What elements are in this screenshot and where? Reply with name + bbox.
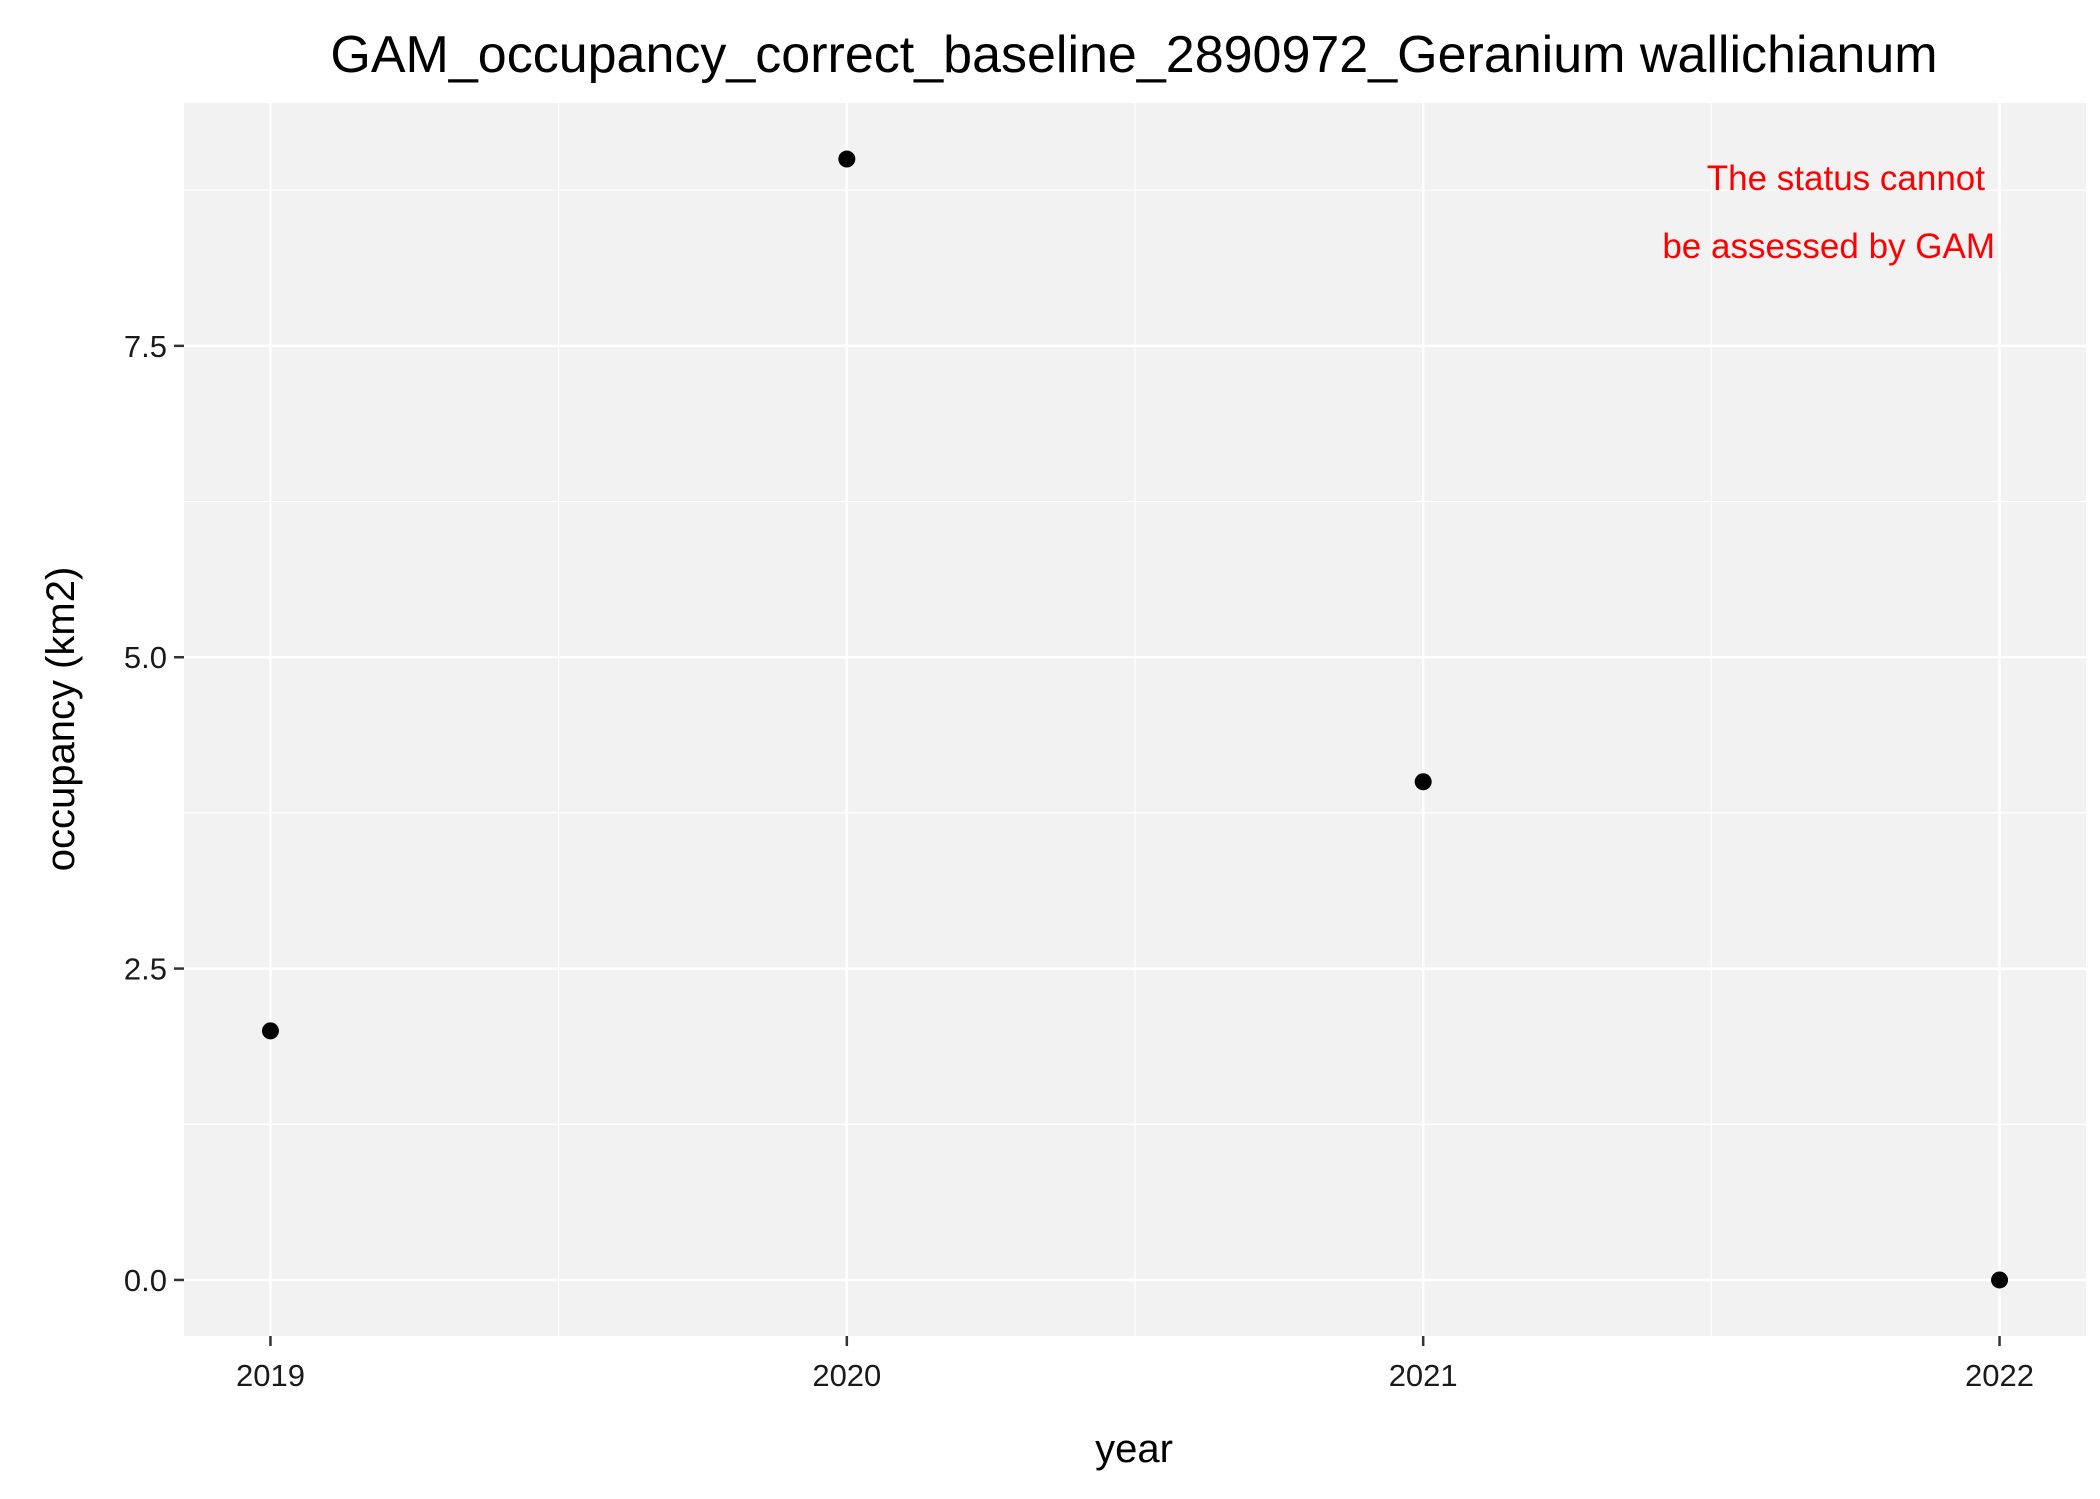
- data-point: [261, 1022, 279, 1040]
- y-axis-title: occupancy (km2): [39, 567, 83, 872]
- x-tick-label: 2019: [236, 1358, 305, 1393]
- annotation-line-2: be assessed by GAM: [1662, 227, 1995, 266]
- y-tick-labels: 0.0 2.5 5.0 7.5: [124, 329, 167, 1298]
- y-tick-label: 7.5: [124, 329, 167, 364]
- y-tick-label: 5.0: [124, 640, 167, 675]
- x-tick-label: 2022: [1965, 1358, 2034, 1393]
- x-tick-label: 2021: [1389, 1358, 1458, 1393]
- data-point: [838, 150, 856, 168]
- y-tick-label: 2.5: [124, 952, 167, 987]
- axis-ticks: [174, 344, 2001, 1346]
- y-tick-label: 0.0: [124, 1263, 167, 1298]
- chart-title: GAM_occupancy_correct_baseline_2890972_G…: [330, 26, 1937, 84]
- data-point: [1414, 773, 1432, 791]
- data-points: [261, 150, 2009, 1289]
- x-tick-labels: 2019 2020 2021 2022: [236, 1358, 2034, 1393]
- major-gridlines: [184, 103, 2086, 1336]
- annotation-line-1: The status cannot: [1707, 159, 1985, 198]
- minor-gridlines: [184, 103, 2086, 1336]
- data-point: [1991, 1271, 2009, 1289]
- x-axis-title: year: [1095, 1427, 1173, 1471]
- x-tick-label: 2020: [812, 1358, 881, 1393]
